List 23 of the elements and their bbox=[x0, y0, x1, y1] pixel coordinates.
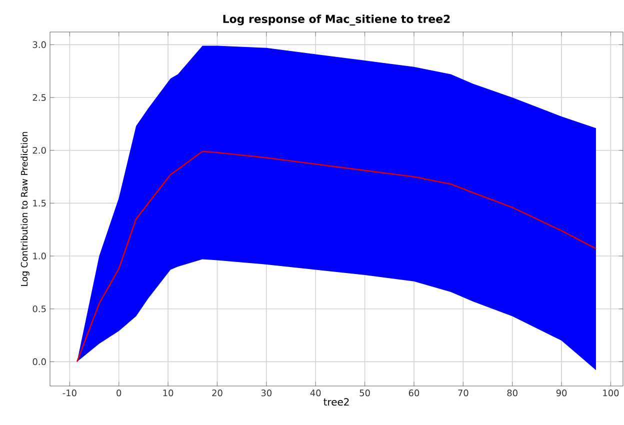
chart-title: Log response of Mac_sitiene to tree2 bbox=[223, 14, 450, 26]
x-axis-title: tree2 bbox=[324, 398, 349, 406]
y-tick-label: 1.5 bbox=[33, 200, 46, 207]
y-tick-label: 2.0 bbox=[32, 146, 46, 154]
y-tick-label: 0.5 bbox=[32, 305, 46, 312]
x-tick-label: 70 bbox=[458, 390, 468, 396]
y-tick-label: 1.0 bbox=[33, 252, 46, 260]
y-tick-label: 0.0 bbox=[32, 358, 46, 366]
x-tick-label: 40 bbox=[310, 390, 321, 396]
x-tick-label: 30 bbox=[261, 390, 272, 396]
line-series bbox=[76, 150, 597, 362]
x-tick-label: 0 bbox=[116, 390, 122, 396]
x-tick-label: 60 bbox=[408, 390, 420, 396]
x-tick-label: 20 bbox=[212, 390, 222, 396]
x-tick-label: 90 bbox=[556, 390, 567, 396]
x-tick-label: -10 bbox=[62, 390, 76, 396]
y-axis-title: Log Contribution to Raw Prediction bbox=[20, 132, 30, 286]
y-tick-label: 2.5 bbox=[32, 94, 46, 101]
x-tick-label: 100 bbox=[603, 390, 619, 396]
x-tick-label: 80 bbox=[507, 390, 518, 396]
x-tick-label: 50 bbox=[360, 390, 370, 396]
y-tick-label: 3.0 bbox=[32, 41, 46, 48]
x-tick-label: 10 bbox=[163, 390, 174, 396]
